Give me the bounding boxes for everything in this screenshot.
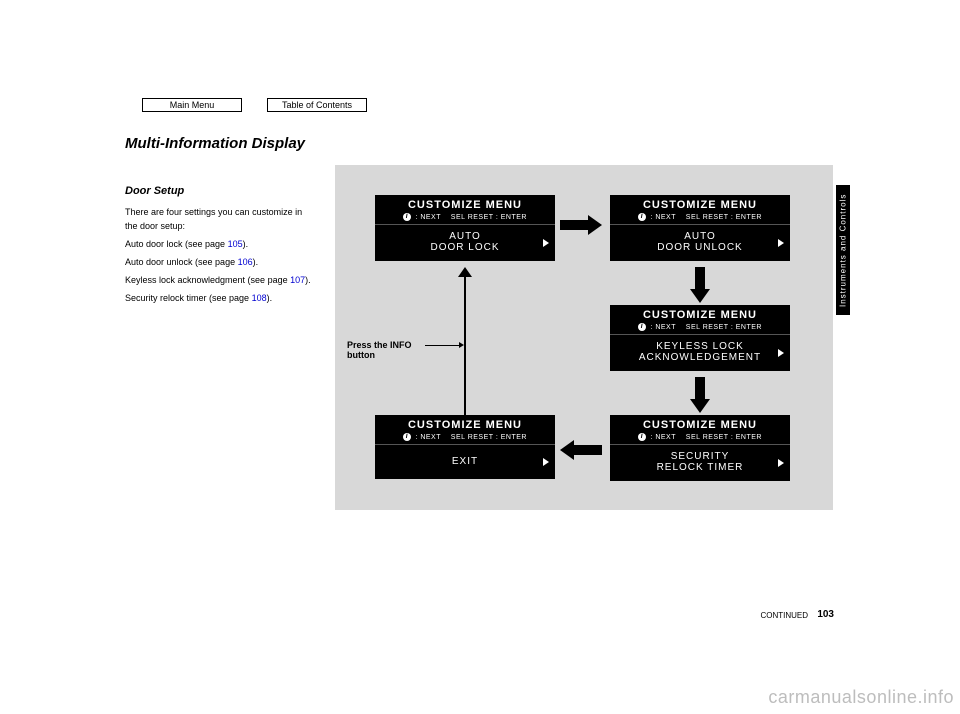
list-item: Auto door lock (see page 105). (125, 237, 315, 251)
info-icon: i (638, 323, 646, 331)
info-icon: i (638, 213, 646, 221)
menu-header: CUSTOMIZE MENU (610, 415, 790, 433)
list-item: Auto door unlock (see page 106). (125, 255, 315, 269)
main-menu-button[interactable]: Main Menu (142, 98, 242, 112)
page-link-108[interactable]: 108 (252, 293, 267, 303)
chevron-right-icon (778, 459, 784, 467)
watermark: carmanualsonline.info (768, 687, 954, 708)
chevron-right-icon (543, 458, 549, 466)
chevron-right-icon (543, 239, 549, 247)
pointer-arrow-icon (425, 345, 459, 346)
menu-header: CUSTOMIZE MENU (610, 195, 790, 213)
info-icon: i (403, 213, 411, 221)
section-tab: Instruments and Controls (836, 185, 850, 315)
menu-subheader: i : NEXT SEL RESET : ENTER (610, 213, 790, 225)
menu-box-door-unlock: CUSTOMIZE MENU i : NEXT SEL RESET : ENTE… (610, 195, 790, 261)
body-text: There are four settings you can customiz… (125, 205, 315, 309)
page-link-106[interactable]: 106 (238, 257, 253, 267)
menu-header: CUSTOMIZE MENU (375, 195, 555, 213)
manual-page: Main Menu Table of Contents Multi-Inform… (107, 85, 850, 626)
menu-subheader: i : NEXT SEL RESET : ENTER (610, 433, 790, 445)
page-link-107[interactable]: 107 (290, 275, 305, 285)
menu-body: EXIT (375, 445, 555, 479)
section-subtitle: Door Setup (125, 185, 184, 197)
menu-subheader: i : NEXT SEL RESET : ENTER (375, 213, 555, 225)
flow-diagram: CUSTOMIZE MENU i : NEXT SEL RESET : ENTE… (335, 165, 833, 510)
menu-header: CUSTOMIZE MENU (610, 305, 790, 323)
info-button-label: Press the INFO button (347, 340, 427, 360)
continued-label: CONTINUED (760, 611, 808, 620)
menu-box-keyless: CUSTOMIZE MENU i : NEXT SEL RESET : ENTE… (610, 305, 790, 371)
info-icon: i (638, 433, 646, 441)
menu-body: AUTO DOOR UNLOCK (610, 225, 790, 261)
toc-button[interactable]: Table of Contents (267, 98, 367, 112)
info-icon: i (403, 433, 411, 441)
menu-box-exit: CUSTOMIZE MENU i : NEXT SEL RESET : ENTE… (375, 415, 555, 479)
menu-subheader: i : NEXT SEL RESET : ENTER (610, 323, 790, 335)
list-item: Security relock timer (see page 108). (125, 291, 315, 305)
chevron-right-icon (778, 239, 784, 247)
menu-box-security: CUSTOMIZE MENU i : NEXT SEL RESET : ENTE… (610, 415, 790, 481)
menu-header: CUSTOMIZE MENU (375, 415, 555, 433)
bullet-list: Auto door lock (see page 105). Auto door… (125, 237, 315, 305)
menu-body: SECURITY RELOCK TIMER (610, 445, 790, 481)
list-item: Keyless lock acknowledgment (see page 10… (125, 273, 315, 287)
menu-box-door-lock: CUSTOMIZE MENU i : NEXT SEL RESET : ENTE… (375, 195, 555, 261)
page-title: Multi-Information Display (125, 135, 305, 152)
page-link-105[interactable]: 105 (228, 239, 243, 249)
intro-text: There are four settings you can customiz… (125, 205, 315, 233)
menu-body: AUTO DOOR LOCK (375, 225, 555, 261)
page-number: 103 (817, 609, 834, 620)
menu-subheader: i : NEXT SEL RESET : ENTER (375, 433, 555, 445)
chevron-right-icon (778, 349, 784, 357)
menu-body: KEYLESS LOCK ACKNOWLEDGEMENT (610, 335, 790, 371)
